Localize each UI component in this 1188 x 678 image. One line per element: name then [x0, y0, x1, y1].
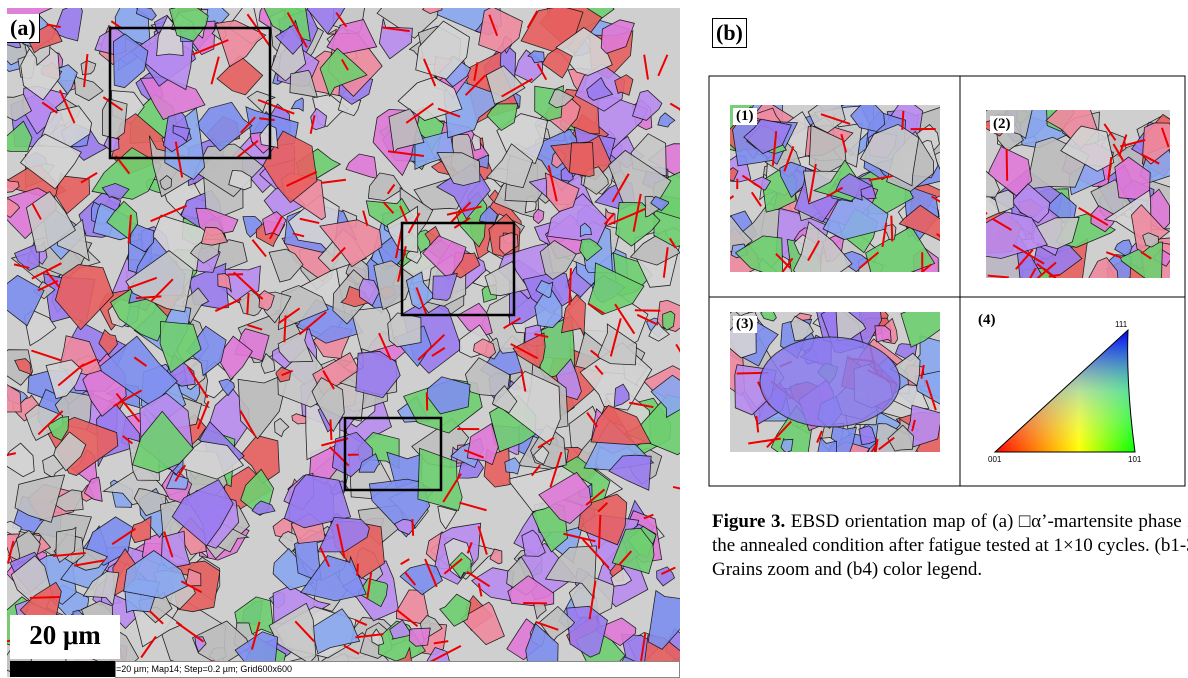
panel-label: (a) — [7, 14, 40, 43]
ipf-corner: 111 — [1115, 320, 1127, 329]
twin-boundary — [1007, 149, 1008, 181]
twin-boundary — [330, 419, 331, 440]
grain — [409, 628, 430, 646]
cell-label: (3) — [733, 316, 757, 333]
twin-boundary — [412, 519, 413, 536]
grain — [388, 313, 421, 347]
ipf-corner: 001 — [988, 455, 1001, 464]
scale-box: 20 μm — [10, 615, 120, 659]
ebsd-map — [7, 8, 680, 677]
large-grain — [760, 337, 900, 427]
twin-boundary — [247, 293, 248, 315]
cell-label: (1) — [733, 108, 757, 125]
zoom-3 — [730, 312, 940, 452]
page: (a) 20 μm =20 µm; Map14; Step=0.2 µm; Gr… — [0, 0, 1188, 677]
caption-label: Figure 3. — [712, 511, 785, 532]
caption: Figure 3. EBSD orientation map of (a) □α… — [712, 510, 1188, 582]
grain — [569, 143, 594, 177]
twin-boundary — [30, 597, 60, 598]
zoom-1 — [730, 105, 940, 272]
scale-bar — [10, 661, 115, 677]
twin-boundary — [891, 216, 892, 242]
cell-label: (4) — [975, 312, 999, 329]
ipf-corner: 101 — [1128, 455, 1141, 464]
panel-label: (b) — [712, 18, 747, 48]
twin-boundary — [785, 451, 786, 452]
scale-label: 20 μm — [10, 615, 120, 655]
twin-boundary — [599, 515, 600, 549]
zoom-2 — [986, 110, 1170, 278]
ipf-triangle — [995, 330, 1135, 452]
map-info: =20 µm; Map14; Step=0.2 µm; Grid600x600 — [115, 661, 680, 678]
cell-label: (2) — [990, 116, 1014, 133]
twin-boundary — [902, 111, 903, 130]
twin-boundary — [357, 564, 358, 576]
